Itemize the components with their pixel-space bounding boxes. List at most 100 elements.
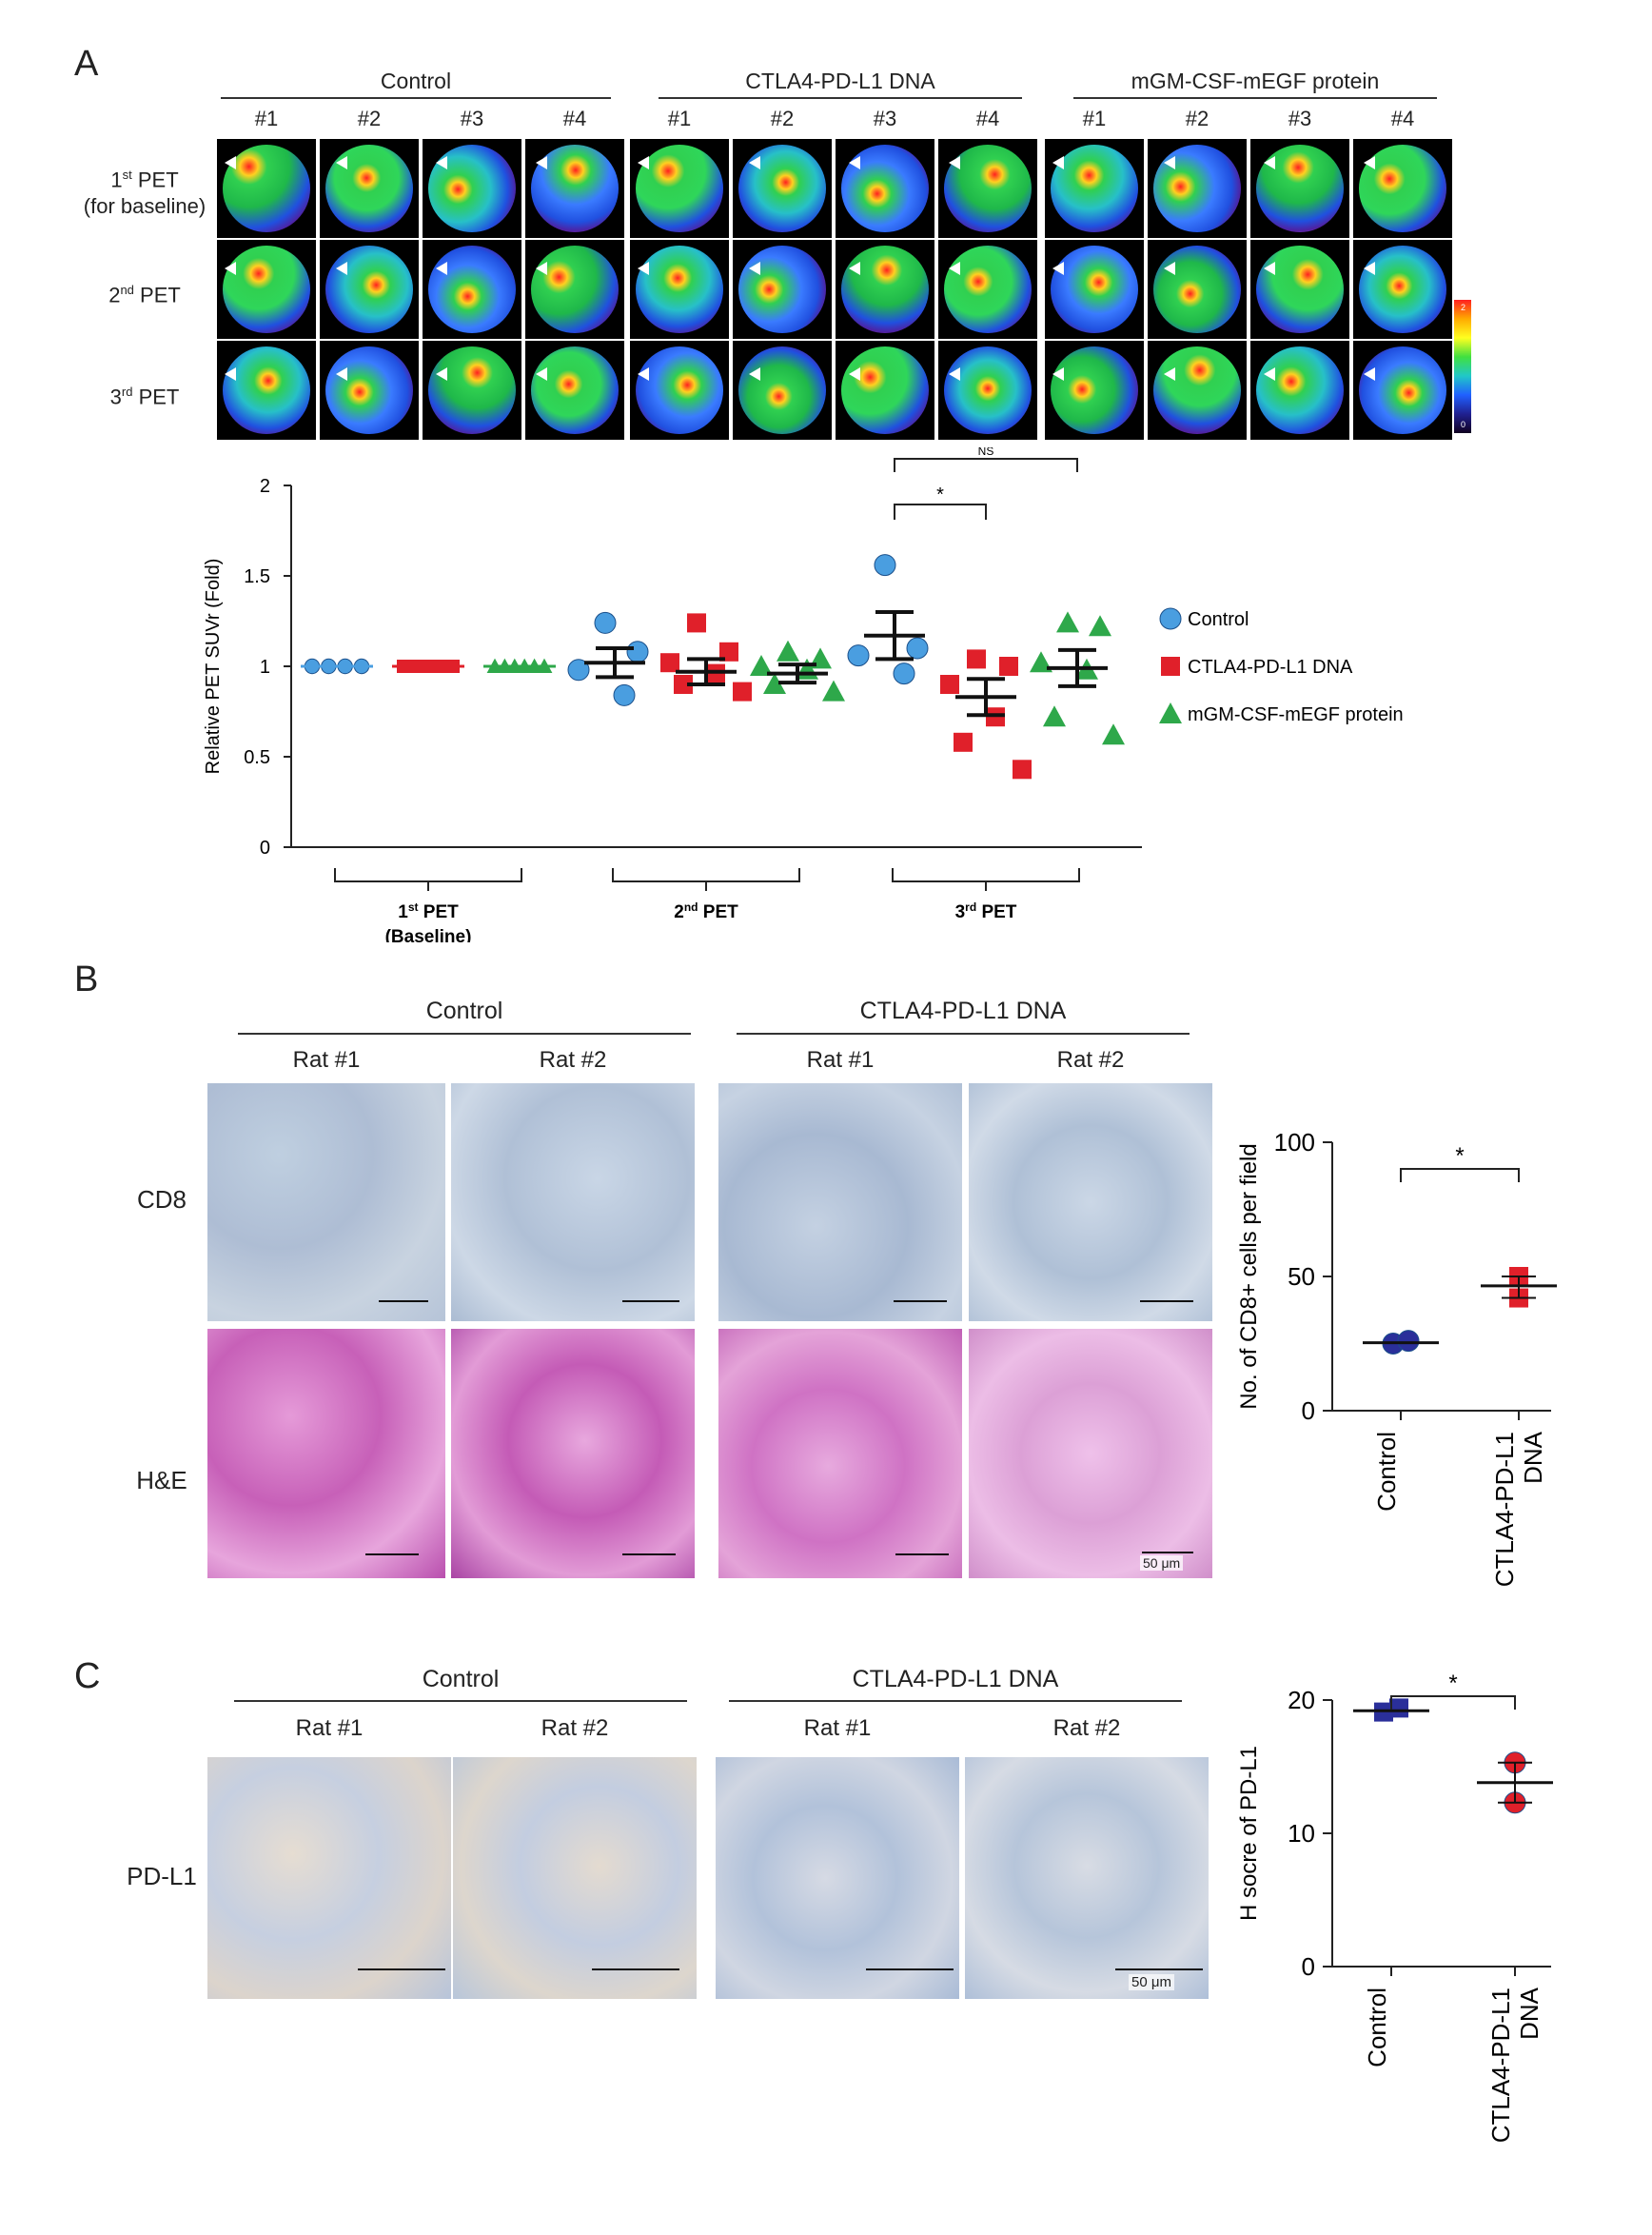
- scale-bar: [622, 1300, 679, 1302]
- pet-scan-image: [320, 341, 419, 440]
- pet-scan-image: [836, 139, 934, 238]
- pet-column-label: #2: [1185, 107, 1210, 130]
- scale-bar: [866, 1968, 954, 1970]
- pet-scan-image: [938, 341, 1037, 440]
- data-point: [674, 675, 693, 694]
- pet-scan-image: [525, 341, 624, 440]
- pet-scan-image: [1148, 341, 1247, 440]
- pet-scan-image: [423, 341, 521, 440]
- data-point: [954, 732, 973, 752]
- data-point: [1043, 705, 1066, 727]
- data-point: [777, 640, 799, 662]
- group-underline: [238, 1033, 691, 1035]
- data-point: [822, 680, 845, 702]
- data-point: [1389, 1698, 1408, 1718]
- scale-bar: [895, 1553, 949, 1555]
- pdl1-image-dna-rat2: 50 μm: [965, 1757, 1209, 1999]
- pet-column-label: #1: [1082, 107, 1107, 130]
- pet-column-label: #4: [1390, 107, 1415, 130]
- data-point: [1089, 615, 1111, 637]
- pdl1-image-control-rat1: [207, 1757, 451, 1999]
- category-label: DNA: [1519, 1431, 1547, 1484]
- pet-column-label: #4: [562, 107, 587, 130]
- pet-scan-image: [938, 240, 1037, 339]
- pet-column-label: #1: [667, 107, 692, 130]
- significance-label: *: [936, 485, 944, 505]
- y-tick-label: 20: [1288, 1686, 1315, 1714]
- pet-scan-image: [423, 139, 521, 238]
- data-point: [660, 653, 679, 673]
- group-title-dna: CTLA4-PD-L1 DNA: [859, 998, 1067, 1024]
- pet-scan-image: [630, 139, 729, 238]
- legend-label: CTLA4-PD-L1 DNA: [1188, 657, 1353, 678]
- data-point: [874, 554, 896, 577]
- data-point: [999, 657, 1018, 676]
- pet-scan-image: [733, 341, 832, 440]
- pdl1-image-control-rat2: [453, 1757, 697, 1999]
- row-label-he: H&E: [136, 1466, 187, 1494]
- pet-scan-image: [1353, 240, 1452, 339]
- significance-bracket: [1390, 1695, 1516, 1710]
- data-point: [567, 659, 590, 682]
- pet-scan-image: [320, 139, 419, 238]
- panel-letter-b: B: [74, 959, 99, 999]
- data-point: [626, 641, 649, 663]
- legend-marker: [1159, 702, 1182, 723]
- he-image-dna-rat2: 50 μm: [969, 1329, 1212, 1578]
- pet-row-label-1: 1st PET (for baseline): [83, 168, 206, 219]
- he-image-control-rat2: [451, 1329, 695, 1578]
- significance-label: *: [1455, 1143, 1464, 1169]
- scale-bar: [358, 1968, 445, 1970]
- legend-label: Control: [1188, 609, 1249, 630]
- pet-column-label: #3: [460, 107, 484, 130]
- scale-bar-label: 50 μm: [1140, 1555, 1184, 1571]
- y-axis-label: No. of CD8+ cells per field: [1236, 1143, 1262, 1409]
- group-underline: [737, 1033, 1190, 1035]
- pet-scan-image: [1353, 139, 1452, 238]
- pet-column-label: #4: [975, 107, 1000, 130]
- rat-label: Rat #2: [1052, 1715, 1121, 1741]
- data-point: [763, 673, 786, 694]
- pet-scan-image: [1045, 341, 1144, 440]
- rat-label: Rat #1: [806, 1047, 875, 1073]
- data-point: [719, 642, 738, 662]
- group-bracket: [892, 868, 1080, 882]
- cd8-count-chart: 0 50 100 No. of CD8+ cells per field Control…: [1236, 1128, 1557, 1587]
- group-underline: [221, 97, 611, 99]
- category-label: CTLA4-PD-L1: [1486, 1988, 1515, 2143]
- pet-scan-image: [1148, 240, 1247, 339]
- scale-bar: [365, 1553, 419, 1555]
- y-tick-label: 0: [1302, 1952, 1315, 1981]
- group-bracket: [334, 868, 522, 882]
- y-tick-label: 2: [260, 476, 270, 497]
- scale-bar: [1142, 1552, 1193, 1553]
- pet-colorbar: [1454, 300, 1471, 433]
- group-underline: [729, 1700, 1182, 1702]
- colorbar-min: 0: [1461, 420, 1466, 429]
- rat-label: Rat #2: [1056, 1047, 1125, 1073]
- y-tick-label: 0.5: [244, 747, 270, 768]
- data-point: [750, 655, 773, 676]
- scale-bar: [894, 1300, 947, 1302]
- y-tick-label: 100: [1274, 1128, 1315, 1157]
- scale-bar: [1115, 1968, 1203, 1970]
- pet-column-label: #3: [1288, 107, 1312, 130]
- y-tick-label: 10: [1288, 1819, 1315, 1848]
- group-title-dna: CTLA4-PD-L1 DNA: [745, 69, 935, 93]
- category-label: Control: [1363, 1988, 1391, 2067]
- pet-scan-image: [217, 341, 316, 440]
- panel-letter-c: C: [74, 1656, 101, 1696]
- rat-label: Rat #1: [803, 1715, 872, 1741]
- y-tick-label: 0: [260, 838, 270, 859]
- data-point: [1056, 611, 1079, 633]
- rat-label: Rat #2: [539, 1047, 607, 1073]
- group-title-dna: CTLA4-PD-L1 DNA: [852, 1666, 1059, 1692]
- group-bracket: [612, 868, 800, 882]
- panel-letter-a: A: [74, 44, 99, 84]
- scale-bar: [622, 1553, 676, 1555]
- rat-label: Rat #1: [292, 1047, 361, 1073]
- pdl1-image-dna-rat1: [716, 1757, 959, 1999]
- data-point: [1013, 760, 1032, 780]
- category-label: Control: [1372, 1432, 1401, 1512]
- pet-column-label: #2: [770, 107, 795, 130]
